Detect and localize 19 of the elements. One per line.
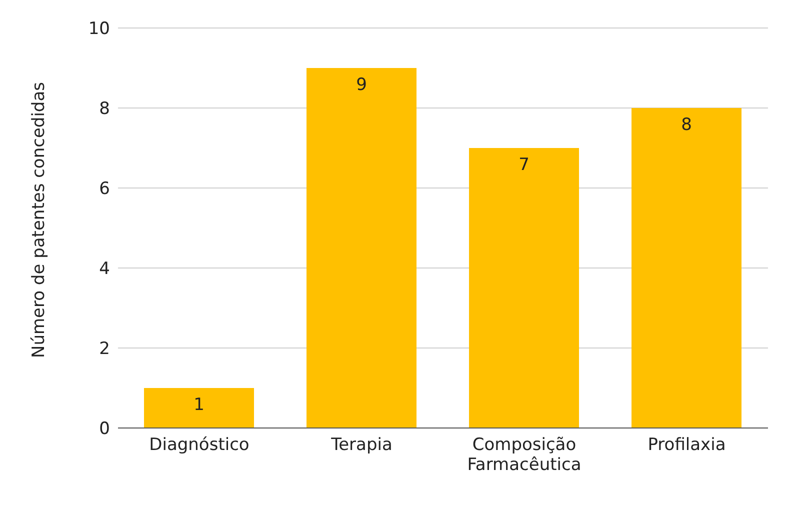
- y-tick-label: 2: [99, 339, 110, 360]
- x-tick-label: Diagnóstico: [149, 435, 250, 455]
- x-tick-label: Composição Farmacêutica: [467, 435, 582, 475]
- y-tick-label: 4: [99, 259, 110, 280]
- y-axis-title: Número de patentes concedidas: [29, 82, 50, 358]
- bar: [306, 68, 416, 428]
- bar: [144, 388, 254, 428]
- y-tick-label: 10: [88, 19, 110, 40]
- y-tick-label: 8: [99, 99, 110, 120]
- data-label: 8: [681, 115, 692, 136]
- x-tick-label: Profilaxia: [648, 435, 726, 455]
- bar: [469, 148, 579, 428]
- y-tick-label: 0: [99, 419, 110, 440]
- bar: [632, 108, 742, 428]
- data-label: 1: [194, 395, 204, 416]
- y-tick-label: 6: [99, 179, 110, 200]
- x-tick-label: Terapia: [330, 435, 392, 455]
- data-label: 7: [518, 155, 530, 176]
- data-label: 9: [356, 75, 367, 96]
